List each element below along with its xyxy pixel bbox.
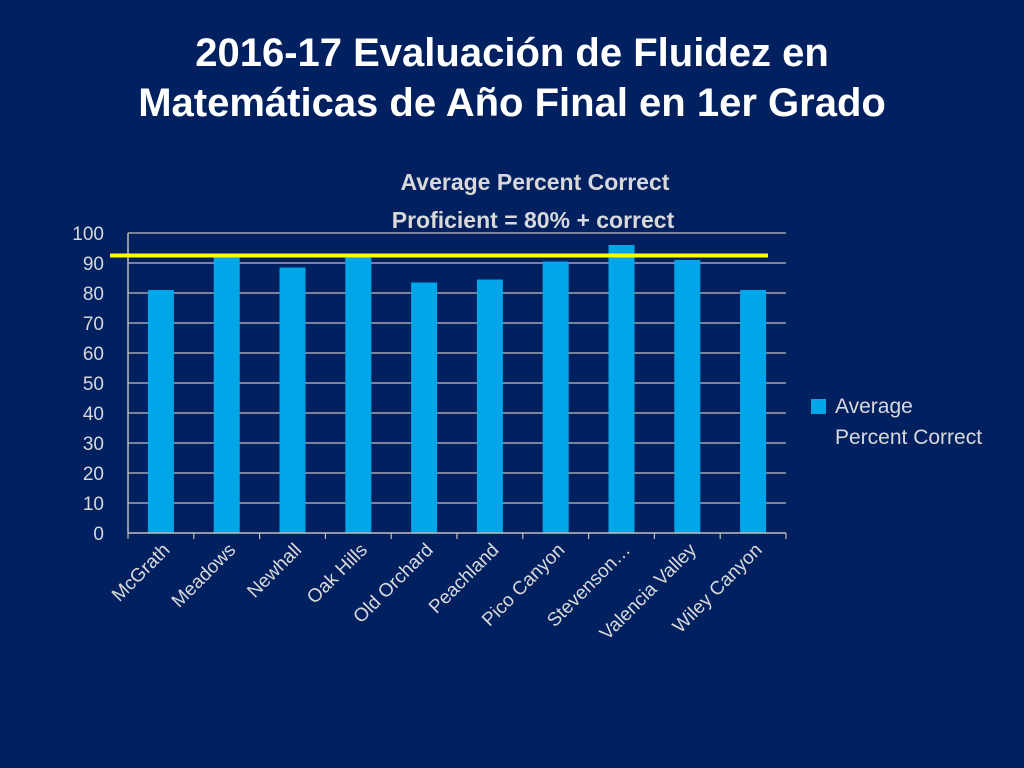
y-axis-ticks: 0 10 20 30 40 50 60 70 80 90 100: [72, 224, 104, 545]
bar-valencia-valley: [674, 260, 701, 533]
bars: [147, 245, 767, 533]
bar-pico-canyon: [542, 261, 569, 533]
y-tick-label: 90: [83, 254, 104, 275]
y-tick-label: 70: [83, 314, 104, 335]
x-category-label: McGrath: [108, 540, 174, 606]
chart-title-line-1: Average Percent Correct: [401, 169, 670, 195]
slide-title: 2016-17 Evaluación de Fluidez en Matemát…: [0, 28, 1024, 128]
legend-swatch: [811, 399, 826, 414]
bar-meadows: [213, 257, 240, 533]
chart-title-line-2: Proficient = 80% + correct: [392, 207, 675, 233]
legend: Average Percent Correct: [811, 395, 982, 449]
bar-peachland: [476, 279, 503, 533]
y-tick-label: 30: [83, 434, 104, 455]
bar-stevenson-: [608, 245, 635, 533]
x-category-label: Meadows: [168, 540, 240, 612]
legend-label-line-1: Average: [835, 395, 913, 418]
y-tick-label: 60: [83, 344, 104, 365]
y-tick-label: 80: [83, 284, 104, 305]
bar-newhall: [279, 267, 306, 533]
y-tick-label: 10: [83, 494, 104, 515]
y-tick-label: 40: [83, 404, 104, 425]
y-tick-label: 100: [72, 224, 104, 245]
x-category-label: Newhall: [243, 540, 306, 603]
bar-wiley-canyon: [740, 290, 767, 533]
bar-old-orchard: [411, 282, 438, 533]
slide-title-line-2: Matemáticas de Año Final en 1er Grado: [138, 81, 886, 125]
y-tick-label: 0: [93, 524, 104, 545]
bar-oak-hills: [345, 254, 372, 533]
bar-mcgrath: [147, 290, 174, 533]
x-category-label: Oak Hills: [303, 540, 372, 609]
legend-label-line-2: Percent Correct: [835, 426, 982, 449]
y-tick-label: 20: [83, 464, 104, 485]
slide-title-line-1: 2016-17 Evaluación de Fluidez en: [195, 31, 829, 75]
x-axis: [127, 233, 787, 539]
y-tick-label: 50: [83, 374, 104, 395]
